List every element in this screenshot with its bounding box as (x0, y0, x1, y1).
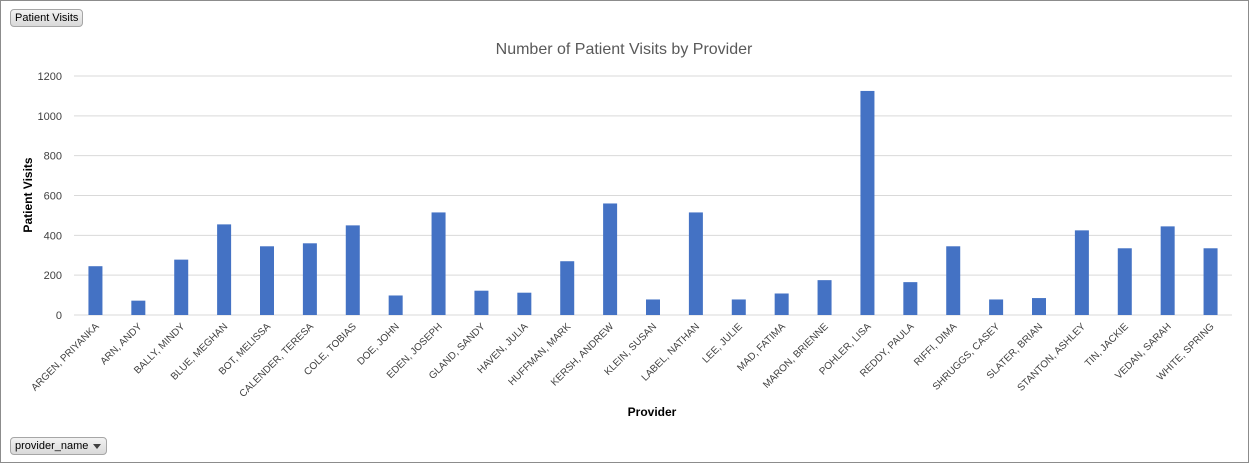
chart-title: Number of Patient Visits by Provider (496, 41, 753, 58)
dropdown-arrow-icon (93, 444, 102, 449)
y-tick-label: 1000 (38, 111, 62, 123)
provider-name-filter-label: provider_name (15, 440, 89, 452)
y-tick-label: 400 (44, 230, 62, 242)
bar (88, 266, 103, 315)
bar (217, 224, 232, 315)
x-tick-label: ARN, ANDY (99, 321, 145, 367)
bar (131, 300, 146, 315)
bar (474, 290, 489, 315)
provider-name-filter-dropdown[interactable]: provider_name (10, 437, 108, 455)
bar (817, 280, 832, 315)
bar (688, 212, 703, 315)
bar (1117, 248, 1132, 315)
bar (388, 295, 403, 315)
bar (903, 282, 918, 315)
y-tick-label: 200 (44, 270, 62, 282)
bar (345, 225, 360, 315)
bar (646, 299, 660, 315)
y-tick-label: 1200 (38, 71, 62, 83)
bar (260, 246, 274, 315)
bars (88, 90, 1218, 315)
bar (517, 292, 532, 315)
bar (860, 90, 875, 315)
bar (1032, 298, 1046, 315)
x-tick-label: RIFFI, DIMA (912, 321, 959, 368)
y-axis-label: Patient Visits (21, 157, 35, 232)
values-field-button[interactable]: Patient Visits (10, 9, 84, 27)
y-axis-ticks: 0 200 400 600 800 1000 1200 (38, 71, 62, 322)
x-tick-label: TIN, JACKIE (1083, 321, 1131, 369)
x-tick-label: DOE, JOHN (356, 321, 402, 367)
gridlines (74, 75, 1232, 316)
bar (1074, 230, 1089, 315)
y-tick-label: 600 (44, 191, 62, 203)
x-tick-label: CALENDER, TERESA (238, 321, 317, 400)
bar (1203, 248, 1218, 315)
x-tick-label: LEE, JULIE (701, 321, 746, 366)
x-tick-label: ARGEN, PRIYANKA (29, 321, 101, 393)
y-tick-label: 800 (44, 151, 62, 163)
bar (603, 203, 618, 315)
x-axis-label: Provider (628, 405, 677, 419)
y-tick-label: 0 (56, 310, 62, 322)
bar (302, 243, 317, 315)
bar (989, 299, 1004, 315)
bar (1160, 226, 1175, 315)
bar (946, 246, 961, 315)
bar (174, 259, 189, 315)
bar (774, 293, 789, 315)
bar (431, 212, 446, 315)
bar (731, 299, 746, 315)
bar (560, 261, 575, 315)
